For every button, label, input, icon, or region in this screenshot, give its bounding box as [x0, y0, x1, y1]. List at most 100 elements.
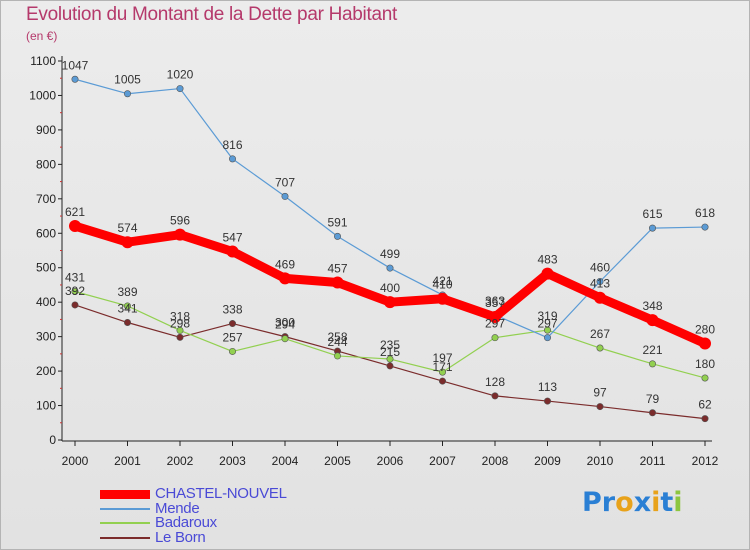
data-point: [543, 334, 551, 342]
data-point: [543, 397, 551, 405]
data-label: 1020: [167, 68, 194, 82]
x-tick-label: 2001: [114, 454, 141, 468]
legend-label: Badaroux: [155, 514, 217, 531]
data-label: 707: [275, 175, 295, 189]
data-point: [71, 288, 79, 296]
data-point: [648, 360, 656, 368]
data-label: 258: [327, 330, 347, 344]
y-tick-label: 300: [36, 330, 56, 344]
y-tick-label: 100: [36, 399, 56, 413]
data-point: [438, 377, 446, 385]
x-tick-label: 2011: [640, 454, 666, 468]
y-tick-label: 900: [36, 123, 56, 137]
data-point: [333, 232, 341, 240]
data-point: [489, 310, 501, 323]
data-point: [541, 267, 554, 280]
data-point: [333, 352, 341, 360]
y-tick-label: 700: [36, 192, 56, 206]
data-point: [229, 347, 237, 355]
legend-swatch: [100, 507, 150, 510]
data-label: 267: [590, 327, 610, 341]
y-tick-label: 500: [36, 261, 56, 275]
data-label: 319: [537, 309, 557, 323]
data-label: 421: [432, 274, 452, 288]
y-tick-label: 1000: [29, 88, 56, 102]
data-label: 596: [170, 214, 190, 228]
data-label: 297: [485, 317, 505, 331]
data-label: 400: [380, 281, 400, 295]
data-label: 348: [642, 299, 662, 313]
x-tick-label: 2008: [482, 454, 509, 468]
data-point: [491, 334, 499, 342]
data-point: [596, 403, 604, 411]
data-label: 499: [380, 247, 400, 261]
x-tick-label: 2002: [167, 454, 194, 468]
data-point: [71, 301, 79, 309]
data-label: 389: [117, 285, 137, 299]
data-point: [701, 223, 709, 231]
data-label: 300: [275, 316, 295, 330]
data-point: [384, 296, 396, 309]
data-label: 62: [698, 398, 712, 412]
data-point: [646, 314, 659, 327]
x-tick-label: 2007: [429, 454, 456, 468]
data-label: 357: [485, 296, 505, 310]
data-label: 79: [646, 392, 660, 406]
data-label: 483: [537, 253, 557, 267]
data-point: [543, 326, 551, 334]
data-point: [279, 272, 291, 285]
data-label: 574: [117, 221, 137, 235]
data-label: 97: [593, 386, 607, 400]
data-point: [596, 344, 604, 352]
data-label: 294: [275, 318, 295, 332]
y-tick-label: 800: [36, 157, 56, 171]
data-label: 297: [537, 317, 557, 331]
data-point: [438, 368, 446, 376]
data-point: [71, 75, 79, 83]
data-label: 338: [222, 303, 242, 317]
data-label: 318: [170, 309, 190, 323]
data-label: 615: [642, 207, 662, 221]
y-tick-label: 0: [49, 433, 56, 447]
data-label: 547: [222, 231, 242, 245]
data-label: 197: [432, 351, 452, 365]
data-label: 591: [327, 215, 347, 229]
data-point: [386, 355, 394, 363]
legend-swatch: [100, 536, 150, 539]
data-label: 1047: [62, 58, 89, 72]
data-point: [176, 326, 184, 334]
data-label: 816: [222, 138, 242, 152]
data-point: [648, 409, 656, 417]
data-label: 621: [65, 205, 85, 219]
legend-swatch: [100, 522, 150, 524]
data-label: 244: [327, 335, 347, 349]
data-point: [701, 415, 709, 423]
data-label: 215: [380, 345, 400, 359]
data-point: [648, 224, 656, 232]
x-tick-label: 2005: [324, 454, 351, 468]
legend-swatch: [100, 489, 150, 499]
data-label: 457: [327, 262, 347, 276]
x-tick-label: 2004: [272, 454, 299, 468]
y-tick-label: 600: [36, 226, 56, 240]
data-label: 280: [695, 323, 715, 337]
chart-title: Evolution du Montant de la Dette par Hab…: [26, 4, 397, 25]
data-label: 298: [170, 316, 190, 330]
x-tick-label: 2000: [62, 454, 89, 468]
data-label: 1005: [114, 73, 141, 87]
data-point: [226, 245, 239, 258]
data-point: [699, 337, 711, 350]
data-label: 180: [695, 357, 715, 371]
y-tick-label: 1100: [30, 54, 56, 68]
data-label: 221: [642, 343, 662, 357]
y-tick-label: 400: [36, 295, 56, 309]
data-point: [124, 90, 132, 98]
x-tick-label: 2003: [219, 454, 246, 468]
data-label: 392: [65, 284, 85, 298]
data-label: 257: [222, 330, 242, 344]
data-label: 469: [275, 257, 295, 271]
data-point: [436, 292, 449, 305]
data-point: [281, 192, 289, 200]
data-point: [69, 220, 81, 233]
